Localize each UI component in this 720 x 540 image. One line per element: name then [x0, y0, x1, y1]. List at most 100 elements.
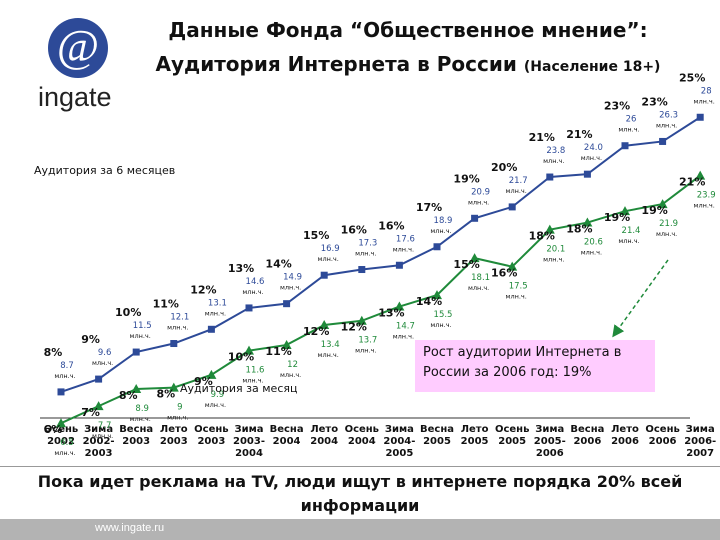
percent-label: 13% [228, 262, 254, 275]
x-tick-label: Весна [270, 424, 304, 435]
data-point-marker [319, 320, 330, 330]
percent-label: 21% [529, 131, 555, 144]
unit-label: млн.ч. [92, 432, 113, 440]
callout-arrow [612, 259, 669, 338]
unit-label: млн.ч. [694, 202, 715, 210]
unit-label: млн.ч. [355, 250, 376, 258]
x-tick-label: Весна [119, 424, 153, 435]
percent-label: 12% [341, 321, 367, 334]
value-label: 8.7 [60, 361, 74, 371]
data-point-marker [56, 418, 66, 428]
percent-label: 15% [453, 258, 479, 271]
data-point-marker [583, 170, 591, 178]
x-tick-label: 2005- [534, 436, 566, 447]
percent-label: 21% [566, 128, 592, 141]
page-title: Данные Фонда “Общественное мнение”: [168, 18, 648, 42]
percent-label: 16% [491, 267, 517, 280]
percent-label: 9% [194, 375, 213, 388]
data-point-marker [620, 206, 630, 216]
value-label: 20.1 [546, 245, 565, 255]
unit-label: млн.ч. [242, 288, 263, 296]
x-tick-label: Зима [385, 424, 414, 435]
value-label: 26 [626, 115, 637, 125]
x-tick-label: 2005 [385, 448, 413, 459]
audience-line-chart: Осень2002Зима2002-2003Весна2003Лето2003О… [34, 71, 716, 459]
data-point-marker [582, 217, 593, 227]
x-tick-label: 2004 [235, 448, 263, 459]
x-tick-label: Лето [310, 424, 338, 435]
unit-label: млн.ч. [130, 415, 151, 423]
percent-label: 23% [641, 95, 667, 108]
percent-label: 10% [115, 306, 141, 319]
x-tick-label: Осень [194, 424, 228, 435]
x-tick-label: 2003- [233, 436, 265, 447]
percent-label: 18% [566, 223, 592, 236]
unit-label: млн.ч. [468, 198, 489, 206]
percent-label: 19% [453, 172, 479, 185]
site-url-link[interactable]: www.ingate.ru [95, 522, 165, 534]
unit-label: млн.ч. [543, 256, 564, 264]
value-label: 11.6 [246, 366, 265, 376]
footer-message: Пока идет реклама на TV, люди ищут в инт… [37, 472, 683, 515]
data-point-marker [57, 388, 65, 396]
unit-label: млн.ч. [318, 351, 339, 359]
value-label: 15.5 [434, 310, 453, 320]
unit-label: млн.ч. [656, 230, 677, 238]
unit-label: млн.ч. [506, 187, 527, 195]
data-point-marker [394, 301, 405, 311]
x-tick-label: 2005 [498, 436, 526, 447]
x-tick-label: 2003 [197, 436, 225, 447]
data-point-marker [131, 384, 142, 394]
value-label: 12.1 [170, 313, 189, 323]
value-label: 13.7 [358, 336, 377, 346]
value-label: 21.7 [509, 176, 528, 186]
page-subtitle: Аудитория Интернета в России (Население … [128, 52, 688, 76]
x-tick-label: 2006 [611, 436, 639, 447]
value-label: 23.9 [697, 191, 716, 201]
growth-callout: Рост аудитории Интернета в России за 200… [415, 340, 655, 392]
data-point-marker [93, 401, 104, 411]
unit-label: млн.ч. [280, 284, 301, 292]
footer-divider [0, 466, 720, 467]
percent-label: 8% [119, 389, 138, 402]
data-point-marker [621, 142, 629, 150]
x-tick-label: Лето [160, 424, 188, 435]
x-tick-label: Весна [570, 424, 604, 435]
x-tick-label: 2003 [160, 436, 188, 447]
value-label: 9.9 [211, 390, 225, 400]
value-label: 18.9 [434, 216, 453, 226]
percent-label: 12% [303, 325, 329, 338]
percent-label: 10% [228, 351, 254, 364]
value-label: 20.6 [584, 238, 603, 248]
percent-label: 13% [378, 307, 404, 320]
unit-label: млн.ч. [393, 333, 414, 341]
value-label: 28 [701, 86, 712, 96]
percent-label: 12% [190, 283, 216, 296]
x-tick-label: 2004 [310, 436, 338, 447]
unit-label: млн.ч. [167, 324, 188, 332]
x-tick-label: Зима [234, 424, 263, 435]
x-tick-label: Лето [611, 424, 639, 435]
x-tick-label: 2003 [122, 436, 150, 447]
value-label: 14.7 [396, 322, 415, 332]
value-label: 9.6 [98, 348, 112, 358]
percent-label: 16% [378, 219, 404, 232]
subtitle-note: (Население 18+) [523, 59, 661, 75]
value-label: 26.3 [659, 110, 678, 120]
unit-label: млн.ч. [280, 371, 301, 379]
x-tick-label: 2006 [573, 436, 601, 447]
data-point-marker [320, 271, 328, 279]
unit-label: млн.ч. [242, 377, 263, 385]
data-point-marker [433, 243, 441, 251]
unit-label: млн.ч. [656, 121, 677, 129]
x-tick-label: 2004 [348, 436, 376, 447]
x-tick-label: 2004 [273, 436, 301, 447]
bottom-bar [0, 519, 720, 540]
value-label: 14.9 [283, 273, 302, 283]
value-label: 6.5 [60, 438, 74, 448]
percent-label: 20% [491, 161, 517, 174]
data-point-marker [206, 369, 217, 379]
unit-label: млн.ч. [618, 237, 639, 245]
percent-label: 8% [44, 346, 63, 359]
x-tick-label: 2003 [85, 448, 113, 459]
